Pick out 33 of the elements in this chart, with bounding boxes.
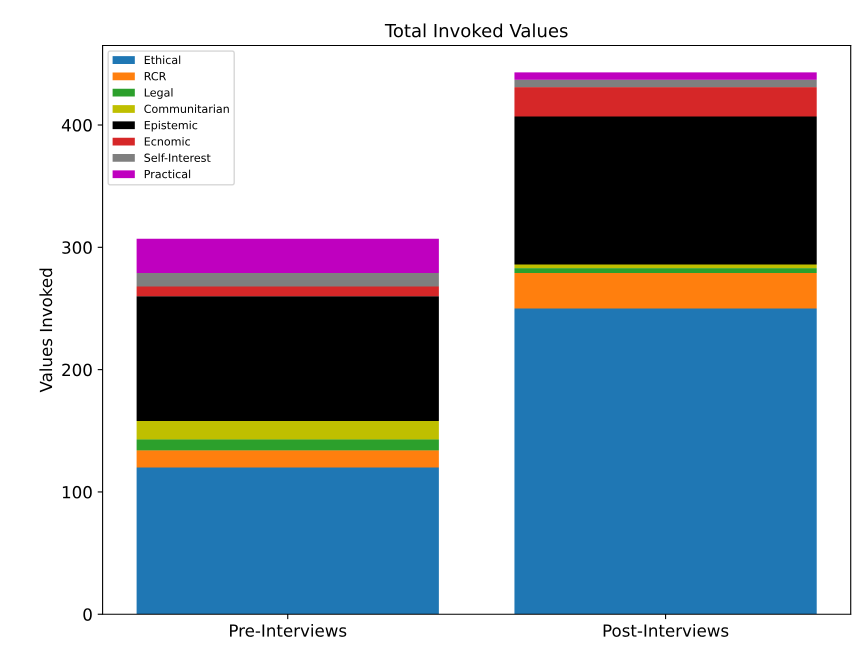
bar [136, 286, 439, 296]
legend-label: Ecnomic [144, 137, 190, 146]
bar [514, 72, 817, 80]
legend-label: RCR [144, 72, 166, 80]
legend-label: Practical [144, 170, 190, 178]
y-tick-label: 200 [62, 364, 92, 376]
bar [136, 439, 439, 450]
bar [136, 296, 439, 421]
bar [514, 268, 817, 273]
y-tick-label: 300 [62, 241, 92, 254]
bar [514, 308, 817, 614]
bar [136, 273, 439, 286]
bar [136, 420, 439, 440]
x-tick-label: Post-Interviews [604, 624, 728, 637]
y-axis-title: Values Invoked [39, 268, 52, 392]
legend-label: Communitarian [144, 104, 229, 114]
bar [514, 87, 817, 116]
legend-label: Self-Interest [144, 153, 211, 162]
bar [136, 238, 439, 273]
bar [514, 273, 817, 308]
chart-title: Total Invoked Values [384, 23, 568, 38]
bar [514, 264, 817, 268]
y-tick-label: 400 [62, 118, 92, 132]
bar [136, 450, 439, 468]
legend-label: Ethical [144, 56, 180, 64]
x-tick-label: Pre-Interviews [230, 624, 346, 637]
bar [514, 80, 817, 88]
bar [514, 116, 817, 264]
bar [136, 467, 439, 614]
legend-label: Legal [144, 88, 172, 99]
y-tick-label: 0 [83, 608, 92, 621]
y-tick-label: 100 [62, 486, 92, 499]
legend-label: Epistemic [144, 120, 198, 132]
